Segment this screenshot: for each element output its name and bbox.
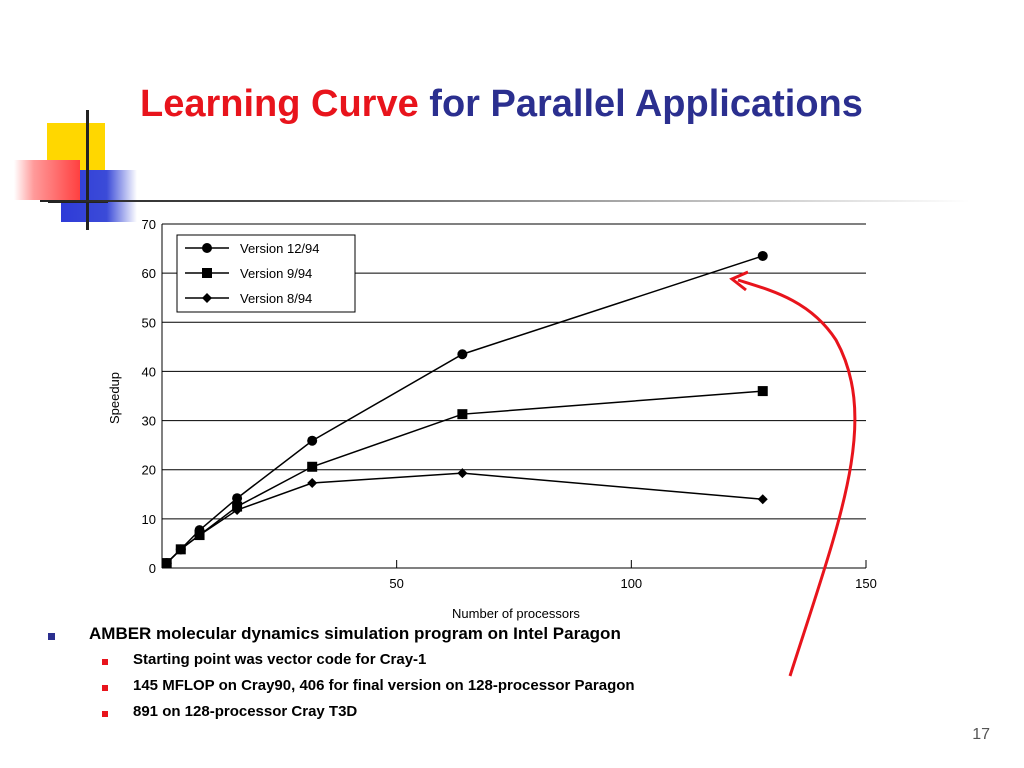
data-point [161,558,172,569]
y-tick-label: 10 [142,512,156,527]
data-point [175,544,186,555]
y-tick-label: 20 [142,463,156,478]
y-tick-label: 40 [142,364,156,379]
sub-bullet-square-icon [102,685,108,691]
legend-label: Version 12/94 [240,241,320,256]
data-point [457,349,468,360]
data-point [232,493,243,504]
y-tick-label: 70 [142,217,156,232]
bullet-list: AMBER molecular dynamics simulation prog… [44,624,864,728]
sub-bullet-item: Starting point was vector code for Cray-… [44,650,864,676]
title-divider [40,200,970,202]
x-tick-label: 100 [620,576,642,591]
x-tick-label: 50 [389,576,403,591]
y-tick-label: 60 [142,266,156,281]
legend-label: Version 8/94 [240,291,312,306]
legend-marker [202,243,212,253]
data-point [757,494,768,505]
y-axis-label: Speedup [107,372,122,424]
slide-title: Learning Curve for Parallel Applications [140,82,900,127]
data-point [307,435,318,446]
data-point [194,530,205,541]
sub-bullet-square-icon [102,659,108,665]
data-point [757,386,768,397]
x-tick-label: 150 [855,576,877,591]
title-rest: for Parallel Applications [418,83,863,125]
sub-bullet-text: 891 on 128-processor Cray T3D [133,703,358,720]
sub-bullet-text: 145 MFLOP on Cray90, 406 for final versi… [133,677,635,694]
bullet-text: AMBER molecular dynamics simulation prog… [89,624,621,643]
data-point [457,468,468,479]
y-tick-label: 50 [142,315,156,330]
sub-bullet-item: 891 on 128-processor Cray T3D [44,702,864,728]
decor-red-block [14,160,80,200]
legend-marker [202,293,212,303]
y-tick-label: 0 [149,561,156,576]
page-number: 17 [972,726,990,743]
bullet-square-icon [48,633,55,640]
legend-marker [202,268,212,278]
sub-bullet-square-icon [102,711,108,717]
sub-bullet-text: Starting point was vector code for Cray-… [133,651,427,668]
data-point [457,409,468,420]
data-point [307,477,318,488]
x-axis-label: Number of processors [452,606,580,621]
y-tick-label: 30 [142,414,156,429]
sub-bullet-item: 145 MFLOP on Cray90, 406 for final versi… [44,676,864,702]
data-point [307,461,318,472]
data-point [757,250,768,261]
data-point [232,505,243,516]
legend-label: Version 9/94 [240,266,312,281]
series-line [166,472,763,564]
bullet-item: AMBER molecular dynamics simulation prog… [44,624,864,650]
title-accent: Learning Curve [140,83,419,125]
decor-vertical-line [86,110,89,230]
